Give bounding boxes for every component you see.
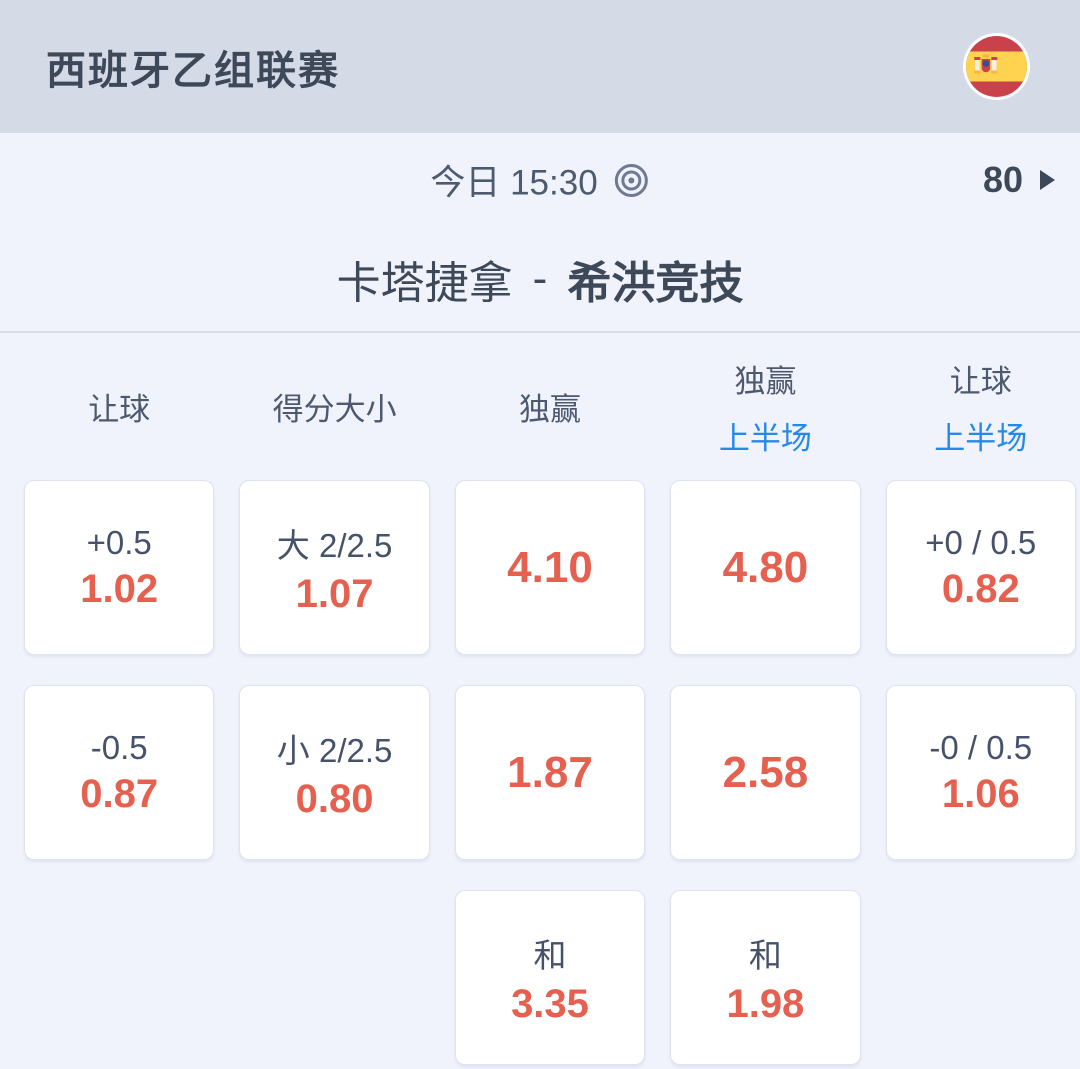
odds-price: 0.87 (80, 771, 159, 816)
odds-cell-under[interactable]: 小 2/2.5 0.80 (239, 685, 430, 860)
more-markets-button[interactable]: 80 (983, 159, 1055, 201)
odds-line: +0 / 0.5 (925, 523, 1037, 561)
odds-cell-handicap-away[interactable]: -0.5 0.87 (24, 685, 215, 860)
empty-slot (24, 890, 214, 1065)
odds-line: 小 2/2.5 (276, 731, 393, 769)
time-row: 今日 15:30 80 (0, 133, 1080, 227)
away-team: 希洪竞技 (567, 259, 744, 308)
column-sublabel: 上半场 (718, 420, 812, 456)
odds-price: 4.10 (507, 542, 593, 592)
empty-slot (886, 890, 1076, 1065)
league-title: 西班牙乙组联赛 (46, 48, 340, 93)
odds-row-home: +0.5 1.02 大 2/2.5 1.07 4.10 4.80 +0 / 0.… (0, 480, 1080, 655)
column-sublabel: 上半场 (934, 420, 1028, 456)
home-team: 卡塔捷拿 (336, 259, 513, 308)
column-label: 让球 (88, 392, 151, 427)
time-group: 今日 15:30 (430, 155, 649, 206)
column-label: 独赢 (518, 392, 581, 427)
odds-line: -0.5 (90, 728, 148, 766)
column-header-win: 独赢 (455, 333, 645, 480)
empty-slot (239, 890, 429, 1065)
column-header-win-first-half: 独赢 上半场 (670, 333, 860, 480)
column-header-handicap: 让球 (24, 333, 214, 480)
column-label: 独赢 (734, 363, 797, 399)
column-header-over-under: 得分大小 (239, 333, 429, 480)
odds-cell-win-home[interactable]: 4.10 (454, 480, 646, 655)
odds-line: -0 / 0.5 (929, 728, 1033, 766)
odds-cell-win-away[interactable]: 1.87 (454, 685, 646, 860)
column-label: 得分大小 (272, 392, 397, 427)
odds-price: 1.02 (80, 566, 159, 611)
team-separator: - (532, 254, 548, 303)
odds-cell-win-first-half-draw[interactable]: 和 1.98 (670, 890, 861, 1065)
odds-price: 1.06 (941, 771, 1020, 816)
spain-flag-icon (963, 33, 1030, 100)
odds-line: 大 2/2.5 (276, 526, 393, 564)
odds-cell-handicap-first-half-home[interactable]: +0 / 0.5 0.82 (885, 480, 1076, 655)
odds-cell-handicap-first-half-away[interactable]: -0 / 0.5 1.06 (885, 685, 1076, 860)
odds-cell-win-draw[interactable]: 和 3.35 (454, 890, 646, 1065)
match-info: 今日 15:30 80 卡塔捷拿 - 希洪竞技 (0, 133, 1080, 333)
odds-cell-win-first-half-home[interactable]: 4.80 (670, 480, 861, 655)
market-count: 80 (982, 159, 1023, 200)
chevron-right-icon (1040, 170, 1055, 190)
odds-row-away: -0.5 0.87 小 2/2.5 0.80 1.87 2.58 -0 / 0.… (0, 685, 1080, 860)
odds-price: 3.35 (511, 981, 589, 1026)
target-icon (614, 162, 650, 198)
odds-price: 2.58 (722, 747, 809, 797)
odds-line: 和 (748, 936, 782, 974)
odds-cell-handicap-home[interactable]: +0.5 1.02 (24, 480, 215, 655)
match-time: 今日 15:30 (430, 163, 598, 203)
league-header: 西班牙乙组联赛 (0, 0, 1080, 133)
odds-line: +0.5 (86, 523, 152, 561)
odds-column-headers: 让球 得分大小 独赢 独赢 上半场 让球 上半场 (0, 333, 1080, 480)
column-label: 让球 (949, 363, 1012, 399)
odds-price: 1.98 (726, 981, 805, 1026)
odds-cell-win-first-half-away[interactable]: 2.58 (670, 685, 861, 860)
odds-cell-over[interactable]: 大 2/2.5 1.07 (239, 480, 430, 655)
odds-price: 4.80 (722, 542, 809, 592)
odds-price: 1.87 (507, 747, 593, 797)
match-title: 卡塔捷拿 - 希洪竞技 (0, 227, 1080, 331)
odds-row-draw: 和 3.35 和 1.98 (0, 890, 1080, 1065)
odds-price: 0.82 (941, 566, 1020, 611)
odds-price: 1.07 (295, 571, 374, 616)
odds-line: 和 (533, 936, 567, 974)
odds-price: 0.80 (295, 776, 374, 821)
column-header-handicap-first-half: 让球 上半场 (886, 333, 1076, 480)
odds-board: 让球 得分大小 独赢 独赢 上半场 让球 上半场 +0.5 (0, 333, 1080, 1065)
